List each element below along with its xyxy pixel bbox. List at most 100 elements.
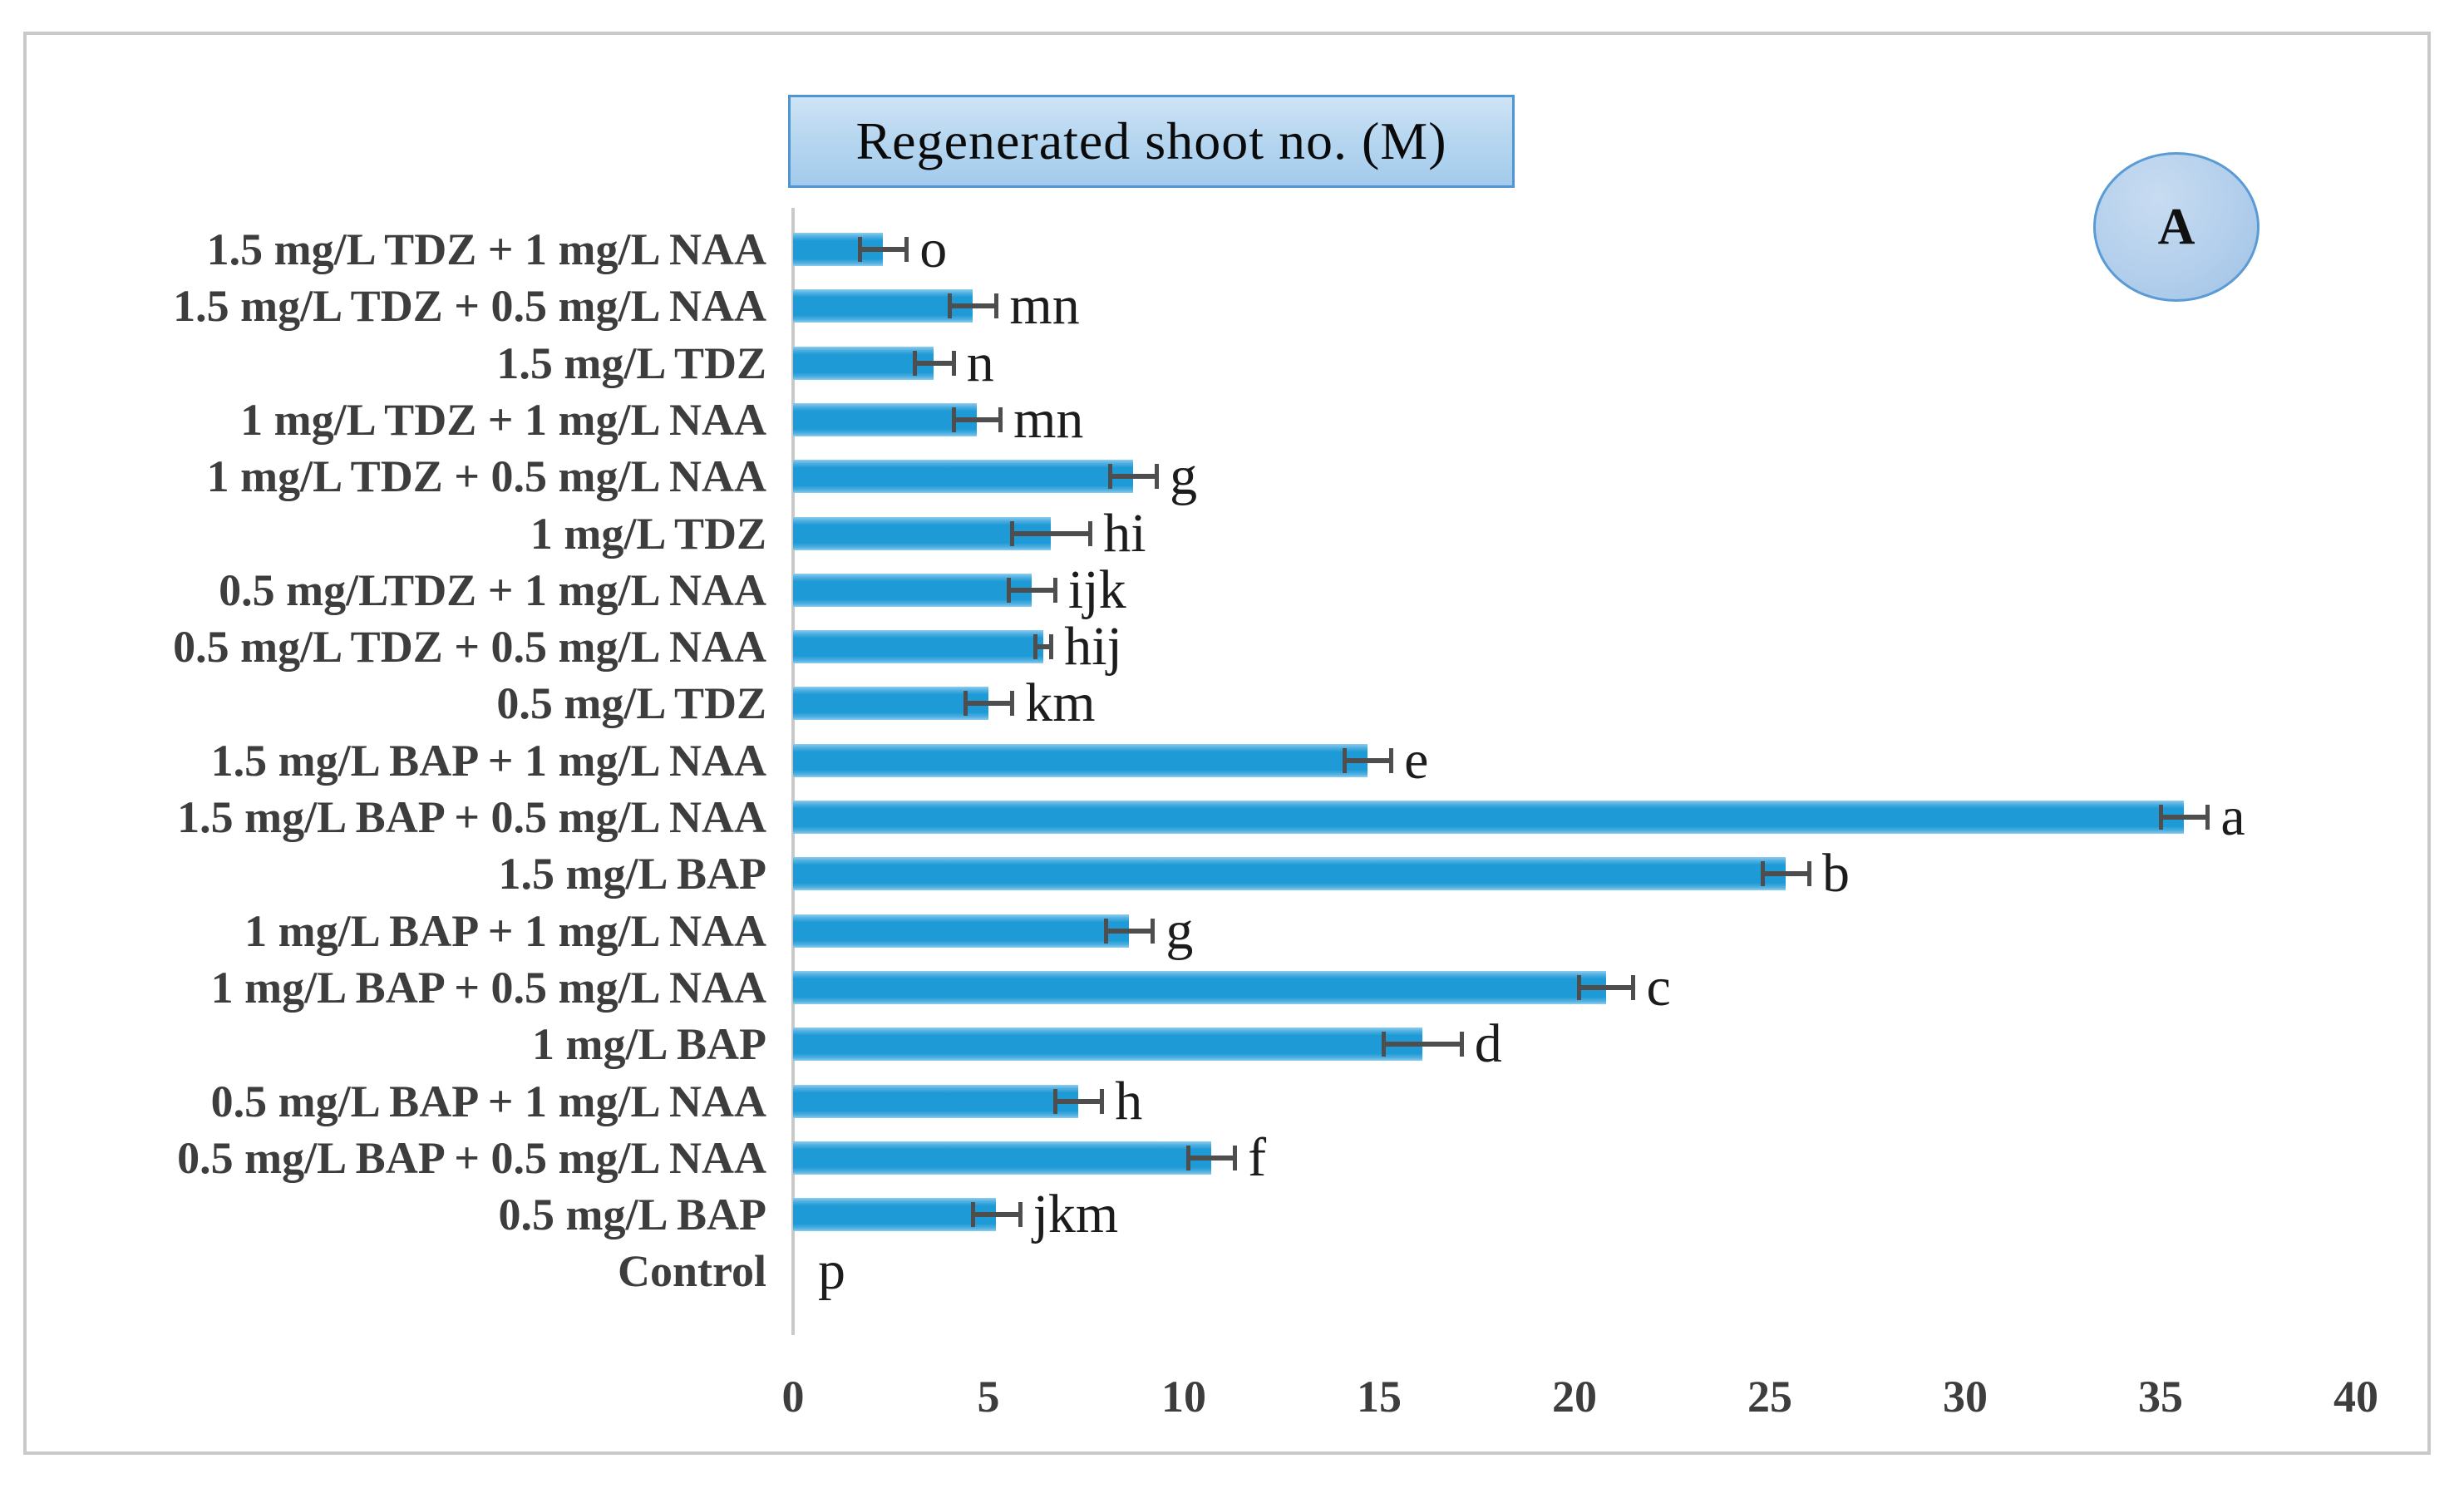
category-label: 0.5 mg/LTDZ + 1 mg/L NAA — [219, 564, 766, 615]
error-bar-line — [1008, 587, 1055, 593]
category-label: 1 mg/L BAP + 1 mg/L NAA — [244, 905, 766, 956]
error-bar — [1576, 974, 1636, 1000]
significance-letter: mn — [1013, 388, 1084, 450]
bar — [793, 914, 1130, 948]
error-bar-line — [1035, 644, 1052, 650]
category-label: 1 mg/L BAP + 0.5 mg/L NAA — [210, 962, 766, 1013]
error-bar — [1010, 520, 1093, 546]
bar — [793, 573, 1032, 607]
error-bar — [857, 237, 909, 262]
significance-letter: ijk — [1067, 559, 1126, 620]
significance-letter: mn — [1009, 275, 1080, 337]
error-bar — [951, 407, 1003, 432]
significance-letter: c — [1646, 956, 1671, 1018]
significance-letter: d — [1474, 1013, 1502, 1075]
significance-letter: g — [1170, 446, 1198, 507]
figure-border — [23, 32, 2431, 1455]
category-label: 1 mg/L TDZ + 1 mg/L NAA — [240, 394, 766, 445]
category-label: 0.5 mg/L BAP — [498, 1190, 766, 1240]
error-bar — [1052, 1088, 1105, 1114]
bar — [793, 516, 1052, 550]
category-label: 0.5 mg/L TDZ + 0.5 mg/L NAA — [173, 622, 766, 673]
bar — [793, 743, 1368, 777]
significance-letter: e — [1404, 729, 1429, 791]
significance-letter: km — [1025, 673, 1096, 734]
significance-letter: f — [1248, 1126, 1267, 1188]
x-tick-label: 15 — [1357, 1372, 1402, 1422]
category-label: 1.5 mg/L BAP + 1 mg/L NAA — [210, 735, 766, 786]
significance-letter: o — [919, 219, 948, 279]
bar — [793, 346, 934, 380]
error-bar — [1103, 918, 1156, 944]
significance-letter: p — [818, 1240, 845, 1302]
category-label: Control — [617, 1246, 766, 1297]
error-bar — [1033, 634, 1053, 660]
x-tick-label: 10 — [1161, 1372, 1206, 1422]
category-label: 1 mg/L TDZ — [530, 508, 766, 559]
error-bar-line — [1343, 757, 1392, 763]
bar — [793, 460, 1133, 494]
x-tick-label: 40 — [2333, 1372, 2378, 1422]
error-bar — [1107, 464, 1160, 490]
error-bar-line — [1187, 1155, 1235, 1161]
significance-letter: g — [1165, 899, 1194, 961]
x-tick-label: 0 — [781, 1372, 805, 1422]
category-label: 1 mg/L TDZ + 0.5 mg/L NAA — [206, 451, 766, 502]
significance-letter: h — [1115, 1070, 1143, 1131]
significance-letter: a — [2220, 786, 2245, 847]
x-tick-label: 20 — [1552, 1372, 1597, 1422]
error-bar-line — [1382, 1042, 1461, 1047]
panel-label-badge: A — [2093, 152, 2259, 302]
bar — [793, 402, 977, 436]
bar — [793, 1198, 997, 1232]
error-bar — [1342, 747, 1394, 773]
error-bar-line — [953, 416, 1001, 422]
bar — [793, 857, 1786, 891]
error-bar-line — [964, 701, 1013, 707]
bar — [793, 687, 988, 721]
significance-letter: b — [1822, 843, 1850, 904]
category-label: 1.5 mg/L TDZ + 1 mg/L NAA — [206, 224, 766, 274]
error-bar-line — [949, 303, 997, 309]
bar — [793, 630, 1043, 664]
category-label: 0.5 mg/L BAP + 0.5 mg/L NAA — [177, 1132, 766, 1183]
error-bar — [1185, 1145, 1238, 1170]
significance-letter: hi — [1103, 502, 1146, 564]
error-bar — [912, 350, 956, 376]
error-bar — [971, 1202, 1023, 1228]
category-label: 1.5 mg/L BAP + 0.5 mg/L NAA — [177, 792, 766, 842]
bar — [793, 970, 1606, 1004]
error-bar-line — [859, 247, 907, 252]
panel-label: A — [2157, 198, 2195, 255]
error-bar — [947, 293, 999, 319]
error-bar-line — [1578, 984, 1634, 990]
error-bar-line — [1762, 871, 1809, 877]
chart-title: Regenerated shoot no. (M) — [855, 111, 1447, 170]
category-label: 0.5 mg/L TDZ — [496, 678, 766, 729]
error-bar-line — [1012, 530, 1091, 536]
error-bar — [1006, 577, 1058, 603]
error-bar — [2158, 805, 2210, 830]
bar — [793, 1027, 1422, 1062]
significance-letter: jkm — [1032, 1184, 1119, 1245]
chart-title-box: Regenerated shoot no. (M) — [788, 95, 1515, 188]
error-bar-line — [973, 1212, 1020, 1218]
x-tick-label: 30 — [1943, 1372, 1988, 1422]
x-tick-label: 5 — [977, 1372, 1000, 1422]
category-label: 0.5 mg/L BAP + 1 mg/L NAA — [210, 1076, 766, 1126]
category-label: 1.5 mg/L TDZ — [496, 338, 766, 388]
x-tick-label: 35 — [2138, 1372, 2183, 1422]
error-bar — [1760, 861, 1812, 887]
bar — [793, 1084, 1079, 1118]
error-bar-line — [1054, 1098, 1102, 1104]
category-label: 1 mg/L BAP — [531, 1019, 766, 1070]
category-label: 1.5 mg/L BAP — [498, 849, 766, 899]
significance-letter: n — [966, 332, 994, 393]
bar — [793, 1141, 1211, 1175]
error-bar-line — [914, 360, 954, 366]
x-tick-label: 25 — [1747, 1372, 1792, 1422]
error-bar — [1381, 1032, 1464, 1057]
bar — [793, 801, 2185, 834]
category-label: 1.5 mg/L TDZ + 0.5 mg/L NAA — [173, 281, 766, 332]
